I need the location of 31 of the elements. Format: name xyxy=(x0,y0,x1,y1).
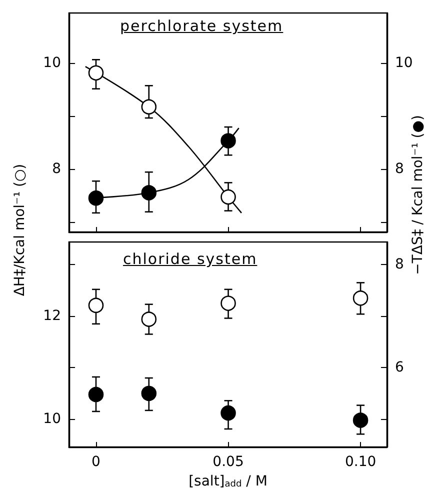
y2-tick-label: 8 xyxy=(395,160,404,177)
x-tick-label: 0 xyxy=(92,454,100,470)
y2-axis-title: −TΔS‡ / Kcal mol⁻¹ (●) xyxy=(410,115,426,275)
line-series xyxy=(84,66,242,214)
point xyxy=(141,99,157,115)
y-tick-label: 12 xyxy=(43,308,61,324)
point xyxy=(220,405,236,421)
point xyxy=(88,65,104,81)
point xyxy=(220,133,236,148)
chart-title: perchlorate system xyxy=(120,17,284,35)
point xyxy=(141,386,157,402)
y2-tick-label: 8 xyxy=(395,256,404,273)
point xyxy=(352,290,368,306)
y-tick-label: 8 xyxy=(52,160,61,177)
point xyxy=(88,386,104,402)
x-axis-title: [salt]add / M xyxy=(188,474,268,490)
point xyxy=(88,298,104,313)
y2-tick-label: 6 xyxy=(395,360,404,376)
y2-tick-label: 10 xyxy=(395,54,413,71)
text: chloride system xyxy=(123,250,258,268)
point xyxy=(220,189,236,205)
point xyxy=(141,312,157,327)
y-axis-title: ΔH‡/Kcal mol⁻¹ (○) xyxy=(12,164,28,296)
point xyxy=(220,296,236,311)
point xyxy=(352,412,368,428)
x-tick-label: 0.05 xyxy=(212,454,244,470)
y-tick-label: 10 xyxy=(43,54,61,71)
point xyxy=(88,190,104,206)
x-tick-label: 0.10 xyxy=(344,454,376,470)
point xyxy=(141,185,157,200)
y-tick-label: 10 xyxy=(43,411,61,428)
